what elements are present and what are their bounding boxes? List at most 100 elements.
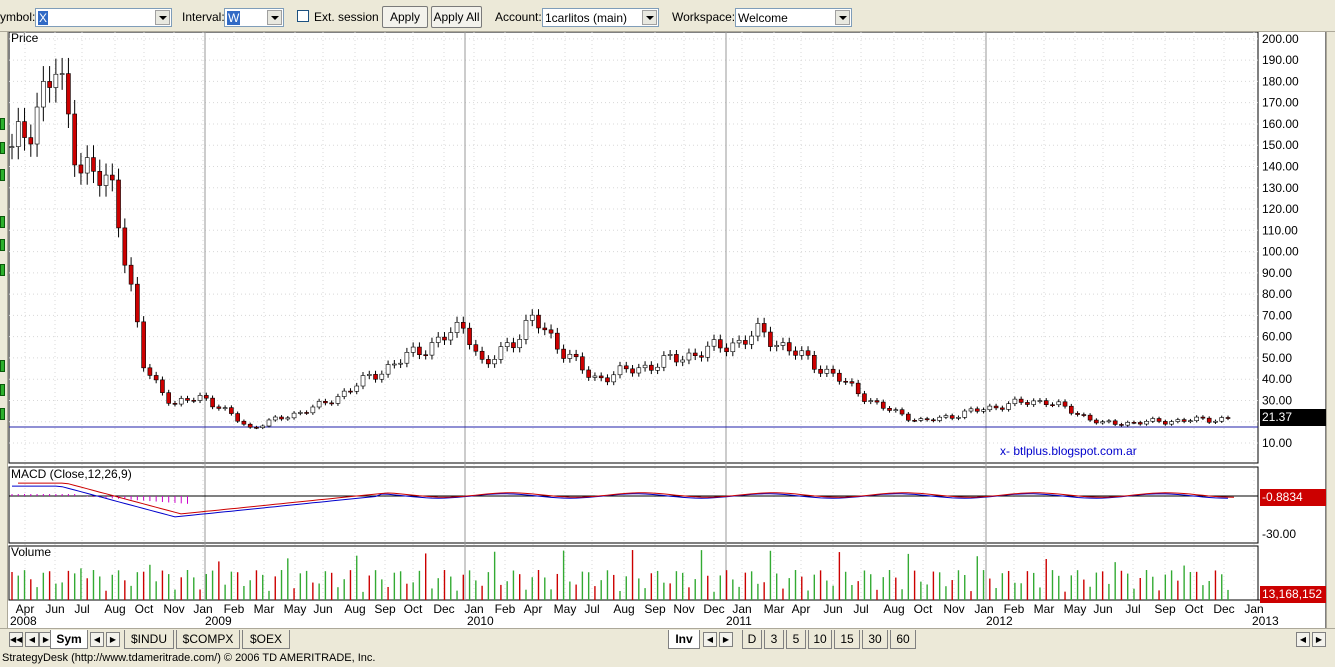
tab-symbol-2[interactable]: $COMPX — [176, 630, 240, 649]
tab-interval-60[interactable]: 60 — [890, 630, 916, 649]
tab-interval-30[interactable]: 30 — [862, 630, 888, 649]
candle — [467, 327, 472, 345]
prev-icon[interactable]: ◀ — [703, 632, 717, 647]
account-combo[interactable]: 1carlitos (main) — [542, 8, 659, 27]
prev-icon[interactable]: ◀ — [90, 632, 104, 647]
symbol-combo[interactable]: X — [35, 8, 172, 27]
macd-pane-frame — [8, 466, 1259, 544]
candle — [160, 379, 165, 393]
price-axis-tick: 180.00 — [1262, 74, 1299, 88]
drawing-tool-icon[interactable] — [0, 169, 5, 181]
tab-symbol-3[interactable]: $OEX — [242, 630, 290, 649]
drawing-tool-icon[interactable] — [0, 216, 5, 228]
first-icon[interactable]: ◀◀ — [9, 632, 23, 647]
tab-interval-15[interactable]: 15 — [834, 630, 860, 649]
candle — [486, 359, 491, 365]
drawing-tool-icon[interactable] — [0, 360, 5, 372]
apply-button[interactable]: Apply — [382, 6, 428, 28]
workspace-combo[interactable]: Welcome — [735, 8, 852, 27]
candle — [335, 396, 341, 404]
drawing-tool-icon[interactable] — [0, 142, 5, 154]
candle — [956, 417, 961, 419]
prev-icon[interactable]: ◀ — [25, 632, 39, 647]
time-axis-month-label: Jun — [1093, 602, 1112, 616]
candle — [172, 403, 178, 405]
candle — [899, 409, 905, 415]
macd-axis-bottom: -30.00 — [1262, 527, 1297, 541]
time-axis-month-label: Nov — [163, 602, 184, 616]
next-icon[interactable]: ▶ — [106, 632, 120, 647]
candle — [1131, 422, 1137, 424]
candle — [1125, 422, 1131, 426]
candle — [103, 174, 109, 186]
apply-all-button[interactable]: Apply All — [431, 6, 482, 28]
chevron-down-icon[interactable] — [155, 10, 170, 25]
chart-grid — [8, 31, 1327, 628]
macd-pane-label: MACD (Close,12,26,9) — [11, 467, 132, 481]
time-axis-month-label: Oct — [914, 602, 933, 616]
candle — [329, 402, 334, 405]
tab-interval-d[interactable]: D — [742, 630, 762, 649]
chevron-down-icon[interactable] — [835, 10, 850, 25]
chevron-down-icon[interactable] — [267, 10, 282, 25]
candle — [235, 413, 240, 422]
candle — [1075, 412, 1080, 415]
time-axis-month-label: Mar — [1034, 602, 1055, 616]
tab-symbol-1[interactable]: $INDU — [124, 630, 174, 649]
candle — [310, 406, 316, 414]
last-price-box: 21.37 — [1260, 409, 1326, 426]
price-axis: 200.00 190.00 180.00 170.00 160.00 150.00 140.… — [1262, 32, 1299, 450]
workspace-value: Welcome — [738, 11, 788, 25]
candle — [72, 113, 77, 166]
candle — [931, 419, 936, 422]
price-axis-tick: 200.00 — [1262, 32, 1299, 46]
candle — [366, 374, 372, 376]
candle — [1043, 400, 1049, 405]
candle — [210, 397, 215, 408]
right-side-panel[interactable] — [1326, 32, 1335, 628]
candle — [1018, 398, 1024, 403]
candle — [868, 400, 874, 402]
candle — [304, 412, 309, 414]
price-pane-frame — [8, 31, 1259, 464]
prev-icon[interactable]: ◀ — [1296, 632, 1310, 647]
candle — [454, 322, 460, 333]
candle — [780, 342, 786, 346]
tab-interval-3[interactable]: 3 — [764, 630, 784, 649]
chevron-down-icon[interactable] — [642, 10, 657, 25]
candle — [812, 355, 817, 370]
drawing-tool-icon[interactable] — [0, 384, 5, 396]
time-axis-month-label: Sep — [374, 602, 396, 616]
candle — [28, 137, 34, 145]
drawing-tool-icon[interactable] — [0, 239, 5, 251]
drawing-tool-icon[interactable] — [0, 118, 5, 130]
candle — [1175, 419, 1181, 422]
candle — [53, 73, 59, 88]
ext-session-checkbox[interactable] — [297, 10, 309, 22]
candle — [15, 121, 21, 147]
candle — [529, 314, 535, 321]
candle — [768, 331, 773, 347]
next-icon[interactable]: ▶ — [1312, 632, 1326, 647]
candle — [41, 81, 46, 108]
tab-sym[interactable]: Sym — [50, 630, 88, 649]
candle — [298, 412, 303, 414]
candle — [379, 373, 385, 380]
time-axis-month-label: Aug — [104, 602, 125, 616]
interval-combo[interactable]: W — [224, 8, 284, 27]
candle — [730, 342, 736, 353]
tab-inv[interactable]: Inv — [668, 630, 700, 649]
drawing-tool-icon[interactable] — [0, 408, 5, 420]
candle — [962, 410, 968, 418]
candle — [736, 340, 742, 344]
candle — [887, 408, 892, 411]
price-axis-tick: 120.00 — [1262, 202, 1299, 216]
time-axis-month-label: Feb — [224, 602, 245, 616]
time-axis-month-label: Jan — [732, 602, 751, 616]
tab-interval-10[interactable]: 10 — [808, 630, 832, 649]
tab-interval-5[interactable]: 5 — [786, 630, 806, 649]
candle — [623, 365, 629, 370]
next-icon[interactable]: ▶ — [719, 632, 733, 647]
drawing-tool-icon[interactable] — [0, 264, 5, 276]
